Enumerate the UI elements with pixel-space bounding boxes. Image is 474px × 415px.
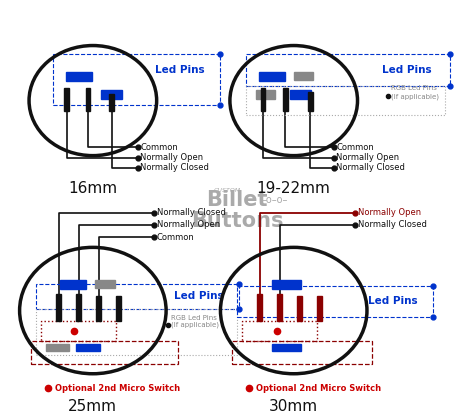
Bar	[76, 344, 100, 351]
Text: RGB Led Pins: RGB Led Pins	[391, 85, 437, 91]
Text: (If applicable): (If applicable)	[391, 93, 438, 100]
Bar	[66, 72, 91, 81]
Bar	[246, 86, 445, 115]
Text: Optional 2nd Micro Switch: Optional 2nd Micro Switch	[256, 383, 381, 393]
Bar	[76, 294, 81, 321]
Bar	[53, 54, 220, 105]
Text: Normally Closed: Normally Closed	[357, 220, 427, 229]
Bar	[41, 321, 117, 341]
Text: 30mm: 30mm	[269, 399, 318, 414]
Bar	[64, 88, 69, 111]
Text: Normally Open: Normally Open	[156, 220, 220, 229]
Bar	[56, 294, 61, 321]
Text: Optional 2nd Micro Switch: Optional 2nd Micro Switch	[55, 383, 180, 393]
Bar	[294, 72, 313, 80]
Text: CUSTOM: CUSTOM	[214, 188, 241, 193]
Text: 16mm: 16mm	[68, 181, 118, 196]
Bar	[36, 284, 239, 308]
Bar	[242, 321, 318, 341]
Bar	[117, 296, 121, 321]
Text: Normally Open: Normally Open	[140, 153, 203, 162]
Text: Led Pins: Led Pins	[368, 296, 418, 306]
Text: 19-22mm: 19-22mm	[257, 181, 331, 196]
Text: Common: Common	[336, 143, 374, 152]
Bar	[36, 308, 237, 355]
Bar	[46, 344, 69, 351]
Bar	[60, 280, 86, 288]
Bar	[101, 90, 122, 98]
Text: Normally Open: Normally Open	[357, 208, 420, 217]
Bar	[273, 344, 301, 351]
Bar	[318, 296, 322, 321]
Bar	[283, 88, 288, 111]
Text: Led Pins: Led Pins	[383, 65, 432, 75]
Bar	[256, 90, 275, 98]
Text: RGB Led Pins: RGB Led Pins	[171, 315, 217, 320]
Text: Normally Closed: Normally Closed	[336, 164, 405, 172]
Text: Billet: Billet	[206, 190, 268, 210]
Bar	[86, 88, 91, 111]
Bar	[290, 90, 311, 98]
Bar	[95, 280, 115, 288]
Text: Buttons: Buttons	[191, 211, 283, 231]
Text: Normally Closed: Normally Closed	[156, 208, 226, 217]
Text: Led Pins: Led Pins	[174, 291, 224, 301]
Bar	[308, 93, 313, 111]
Text: Normally Open: Normally Open	[336, 153, 400, 162]
Bar	[237, 286, 433, 317]
Bar	[31, 341, 178, 364]
Bar	[257, 294, 262, 321]
Bar	[259, 72, 285, 81]
Bar	[232, 341, 372, 364]
Bar	[273, 280, 301, 288]
Text: Common: Common	[140, 143, 178, 152]
Bar	[246, 54, 450, 86]
Bar	[277, 294, 282, 321]
Text: Common: Common	[156, 233, 194, 242]
Bar	[261, 88, 265, 111]
Text: Normally Closed: Normally Closed	[140, 164, 209, 172]
Text: (If applicable): (If applicable)	[171, 322, 219, 328]
Bar	[297, 296, 302, 321]
Text: –o–o–: –o–o–	[262, 195, 288, 205]
Text: 25mm: 25mm	[68, 399, 118, 414]
Bar	[96, 296, 101, 321]
Text: Led Pins: Led Pins	[155, 65, 205, 75]
Bar	[109, 95, 114, 111]
